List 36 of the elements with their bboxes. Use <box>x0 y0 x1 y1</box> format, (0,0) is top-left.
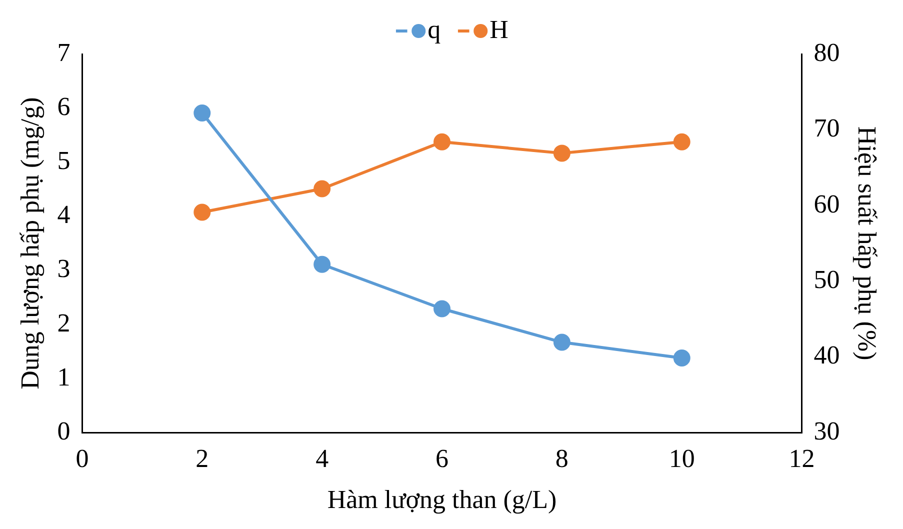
point <box>673 133 690 150</box>
y2-axis-title: Hiệu suất hấp phụ (%) <box>852 126 882 360</box>
y-tick-label: 7 <box>57 38 70 67</box>
y-tick-label: 5 <box>57 146 70 175</box>
y-tick-label: 4 <box>57 200 70 230</box>
x-tick-label: 12 <box>788 444 815 474</box>
legend-label: q <box>428 14 441 44</box>
y2-tick-label: 30 <box>814 416 840 446</box>
x-tick-label: 8 <box>555 444 568 474</box>
y2-tick-label: 60 <box>814 189 840 218</box>
x-tick-label: 0 <box>76 444 89 474</box>
x-tick-label: 4 <box>316 444 329 474</box>
x-axis-title: Hàm lượng than (g/L) <box>327 485 557 514</box>
point <box>553 334 570 351</box>
point <box>434 133 450 150</box>
point <box>434 300 450 318</box>
y2-tick-label: 80 <box>814 38 840 67</box>
x-tick-label: 10 <box>668 444 695 474</box>
y2-tick-label: 50 <box>814 264 840 294</box>
legend-label: H <box>490 14 509 44</box>
point <box>314 256 331 273</box>
point <box>194 204 211 221</box>
point <box>673 349 690 366</box>
x-tick-label: 6 <box>436 444 448 474</box>
y-tick-label: 1 <box>57 362 70 392</box>
y2-tick-label: 70 <box>814 114 840 143</box>
y-axis-title: Dung lượng hấp phụ (mg/g) <box>15 97 44 390</box>
x-tick-label: 2 <box>196 444 209 474</box>
point <box>314 180 331 198</box>
point <box>194 104 211 122</box>
point <box>553 144 570 162</box>
y-tick-label: 0 <box>57 416 70 446</box>
y-tick-label: 3 <box>57 254 70 284</box>
y-tick-label: 2 <box>57 308 70 338</box>
y-tick-label: 6 <box>57 92 70 121</box>
y2-tick-label: 40 <box>814 340 840 370</box>
